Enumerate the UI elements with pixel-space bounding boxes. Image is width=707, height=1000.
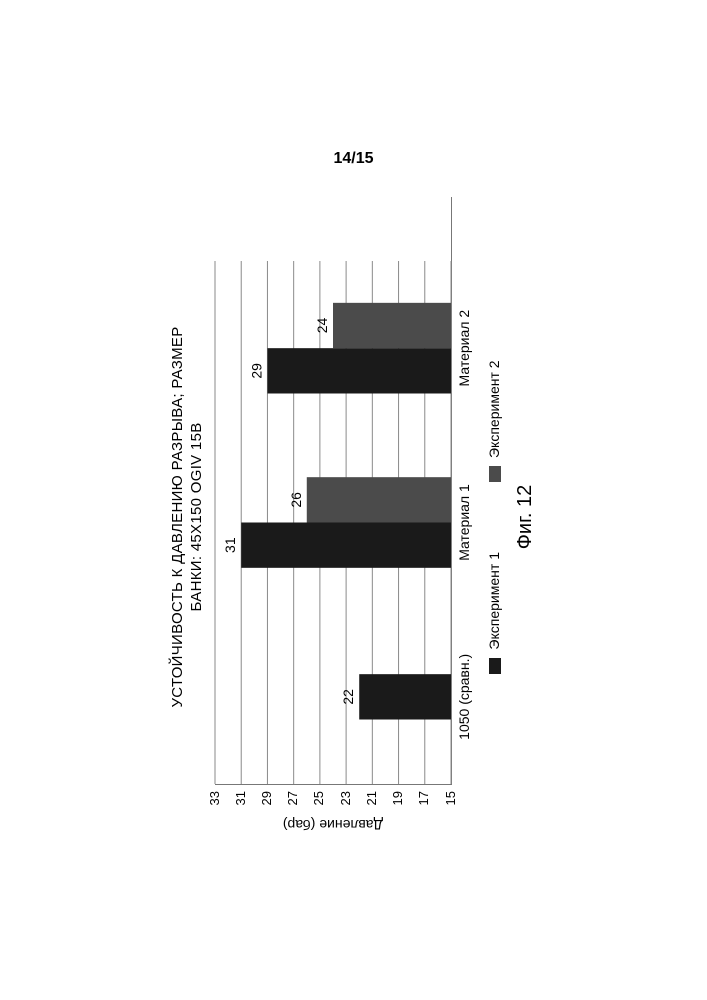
category-label: Материал 1 <box>456 484 472 561</box>
page: { "page_number": "14/15", "page_number_f… <box>0 0 707 1000</box>
rotated-figure-block: УСТОЙЧИВОСТЬ К ДАВЛЕНИЮ РАЗРЫВА; РАЗМЕР … <box>169 197 541 837</box>
bar <box>306 477 450 522</box>
category-label: 1050 (сравн.) <box>456 654 472 740</box>
chart-title: УСТОЙЧИВОСТЬ К ДАВЛЕНИЮ РАЗРЫВА; РАЗМЕР … <box>169 197 207 837</box>
page-number: 14/15 <box>0 150 707 168</box>
plot: 221050 (сравн.)3126Материал 12924Материа… <box>215 197 452 785</box>
bar <box>241 523 451 568</box>
chart: УСТОЙЧИВОСТЬ К ДАВЛЕНИЮ РАЗРЫВА; РАЗМЕР … <box>169 197 537 837</box>
legend-item: Эксперимент 2 <box>486 360 502 482</box>
bar-value-label: 24 <box>314 318 330 334</box>
figure-caption: Фиг. 12 <box>514 197 537 837</box>
bar-value-label: 22 <box>340 689 356 705</box>
legend: Эксперимент 1 Эксперимент 2 <box>486 197 502 837</box>
plot-svg: 22 1050 (сравн.) 31 26 Материал 1 29 24 Материа… <box>215 261 481 784</box>
y-axis-label: Давление (бар) <box>215 817 451 837</box>
y-axis-ticks: 33312927252321191715 <box>215 785 451 817</box>
bar-value-label: 31 <box>222 537 238 553</box>
category-label: Материал 2 <box>456 310 472 387</box>
plot-area: Давление (бар) 33312927252321191715 2210… <box>215 197 452 837</box>
legend-swatch <box>489 466 501 482</box>
legend-item: Эксперимент 1 <box>486 552 502 674</box>
bar <box>267 348 451 393</box>
bar-value-label: 26 <box>287 492 303 508</box>
legend-label: Эксперимент 1 <box>486 552 502 650</box>
bar-value-label: 29 <box>248 363 264 379</box>
bar <box>359 674 451 719</box>
bar <box>333 303 451 348</box>
legend-label: Эксперимент 2 <box>486 360 502 458</box>
legend-swatch <box>489 658 501 674</box>
